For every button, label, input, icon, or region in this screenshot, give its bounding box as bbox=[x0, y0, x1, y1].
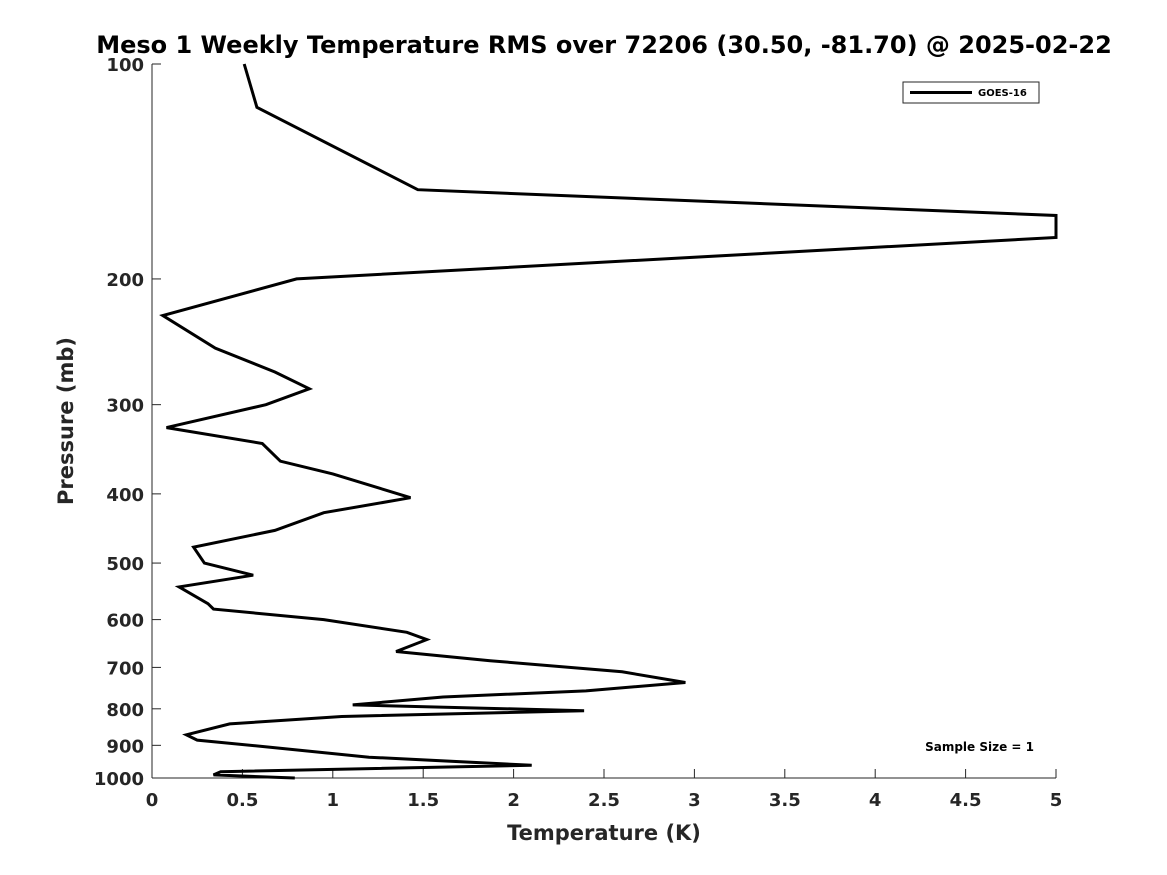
y-tick-label: 200 bbox=[106, 270, 144, 291]
x-tick-label: 4 bbox=[869, 790, 882, 811]
y-tick-label: 700 bbox=[106, 658, 144, 679]
plot-area: 0 0.5 1 1.5 2 2.5 3 3.5 4 4.5 5 100 200 300 400 500 600… bbox=[94, 55, 1062, 811]
x-tick-label: 4.5 bbox=[950, 790, 982, 811]
x-tick-label: 1.5 bbox=[407, 790, 439, 811]
x-tick-label: 2 bbox=[507, 790, 520, 811]
y-tick-label: 500 bbox=[106, 554, 144, 575]
y-tick-label: 800 bbox=[106, 700, 144, 721]
y-axis-label: Pressure (mb) bbox=[54, 337, 78, 505]
y-tick-label: 600 bbox=[106, 611, 144, 632]
y-tick-label: 1000 bbox=[94, 769, 144, 790]
x-tick-label: 3 bbox=[688, 790, 701, 811]
y-axis-ticks: 100 200 300 400 500 600 700 800 900 1000 bbox=[94, 55, 161, 790]
sample-size-annotation: Sample Size = 1 bbox=[925, 740, 1034, 754]
x-axis-label: Temperature (K) bbox=[507, 821, 701, 845]
series-line-goes-16 bbox=[159, 63, 1058, 780]
x-tick-label: 1 bbox=[327, 790, 340, 811]
y-tick-label: 300 bbox=[106, 396, 144, 417]
legend-label-goes-16: GOES-16 bbox=[978, 88, 1027, 99]
x-tick-label: 5 bbox=[1050, 790, 1063, 811]
series-layer bbox=[159, 63, 1058, 780]
legend: GOES-16 bbox=[902, 81, 1040, 104]
y-tick-label: 400 bbox=[106, 485, 144, 506]
x-tick-label: 2.5 bbox=[588, 790, 620, 811]
x-tick-label: 3.5 bbox=[769, 790, 801, 811]
x-axis-ticks: 0 0.5 1 1.5 2 2.5 3 3.5 4 4.5 5 bbox=[146, 769, 1063, 811]
y-tick-label: 100 bbox=[106, 55, 144, 76]
y-tick-label: 900 bbox=[106, 736, 144, 757]
x-tick-label: 0 bbox=[146, 790, 159, 811]
chart-title: Meso 1 Weekly Temperature RMS over 72206… bbox=[96, 31, 1112, 59]
x-tick-label: 0.5 bbox=[226, 790, 258, 811]
